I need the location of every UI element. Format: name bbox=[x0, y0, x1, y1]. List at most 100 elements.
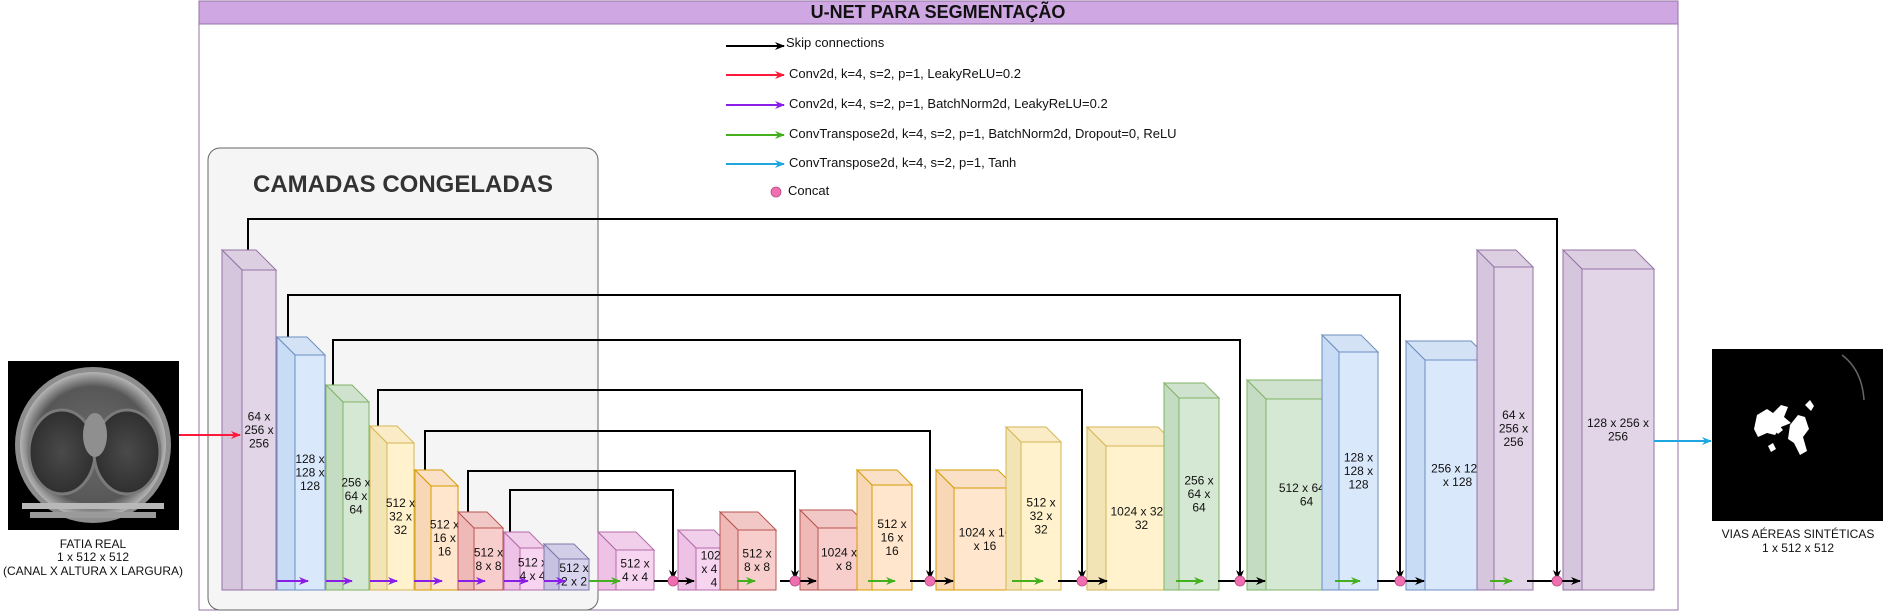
block-label: 64 x bbox=[248, 410, 271, 424]
input-ct-image bbox=[8, 361, 179, 530]
block-front-face bbox=[737, 529, 777, 591]
legend-label: Conv2d, k=4, s=2, p=1, BatchNorm2d, Leak… bbox=[789, 96, 1108, 111]
decoder-block: 512 x4 x 4 bbox=[596, 530, 656, 591]
skip-connection bbox=[509, 489, 677, 580]
block-label: 64 x bbox=[345, 489, 368, 503]
block-label: 512 x bbox=[518, 555, 547, 569]
output-segmentation-image bbox=[1712, 349, 1883, 521]
block-label: 128 x bbox=[295, 452, 324, 466]
block-label: 64 bbox=[349, 503, 363, 517]
block-label: 512 x bbox=[430, 518, 459, 532]
skip-connection bbox=[377, 389, 1086, 580]
block-label: 256 x bbox=[341, 476, 370, 490]
block-label: 512 x bbox=[877, 517, 906, 531]
encoder-block: 256 x64 x64 bbox=[324, 383, 371, 591]
block-label: 64 x bbox=[1188, 487, 1211, 501]
encoder-block: 512 x32 x32 bbox=[368, 424, 416, 591]
block-label: 2 x 2 bbox=[561, 574, 587, 588]
block-label: 256 bbox=[249, 437, 269, 451]
legend-item-conv-bn-leaky: Conv2d, k=4, s=2, p=1, BatchNorm2d, Leak… bbox=[726, 96, 1108, 111]
output-caption-line: VIAS AÉREAS SINTÉTICAS bbox=[1722, 526, 1875, 541]
decoder-block: 512 x16 x16 bbox=[855, 468, 914, 591]
input-caption-line: FATIA REAL bbox=[60, 537, 127, 551]
block-label: 256 x bbox=[244, 423, 273, 437]
block-label: 256 bbox=[1608, 429, 1628, 443]
block-front-face bbox=[615, 549, 655, 591]
block-label: 8 x 8 bbox=[744, 560, 770, 574]
legend-label: Skip connections bbox=[786, 35, 885, 50]
block-label: 128 bbox=[1348, 478, 1368, 492]
block-side-face bbox=[1086, 425, 1107, 591]
block-label: 512 x 64 x bbox=[1279, 481, 1334, 495]
diagram-title: U-NET PARA SEGMENTAÇÃO bbox=[811, 1, 1066, 22]
block-label: 32 bbox=[1034, 523, 1048, 537]
concat-dot-icon bbox=[789, 575, 801, 587]
block-side-face bbox=[856, 468, 873, 591]
decoder-block: 512 x32 x32 bbox=[1004, 425, 1063, 591]
output-caption-line: 1 x 512 x 512 bbox=[1762, 541, 1834, 555]
block-front-face bbox=[1493, 266, 1534, 591]
legend-label: Conv2d, k=4, s=2, p=1, LeakyReLU=0.2 bbox=[789, 66, 1021, 81]
block-front-face bbox=[386, 442, 415, 591]
block-label: 32 bbox=[1135, 518, 1149, 532]
block-side-face bbox=[414, 468, 432, 591]
block-label: 4 bbox=[711, 576, 718, 590]
block-label: 1024 x 8 bbox=[821, 545, 867, 559]
legend-label: ConvTranspose2d, k=4, s=2, p=1, Tanh bbox=[789, 155, 1016, 170]
block-side-face bbox=[221, 248, 243, 591]
block-front-face bbox=[1178, 397, 1220, 591]
concat-dot-icon bbox=[1234, 575, 1246, 587]
legend: Skip connections Conv2d, k=4, s=2, p=1, … bbox=[726, 35, 1177, 198]
encoder-block: 512 x8 x 8 bbox=[456, 510, 505, 591]
block-front-face bbox=[342, 401, 370, 591]
block-label: 64 bbox=[1300, 494, 1314, 508]
concat-dot-icon bbox=[1394, 575, 1406, 587]
decoder-block: 512 x8 x 8 bbox=[718, 510, 778, 591]
block-label: 512 x bbox=[742, 546, 771, 560]
decoder-block: 256 x64 x64 bbox=[1162, 381, 1221, 591]
block-front-face bbox=[871, 484, 913, 591]
legend-item-skip: Skip connections bbox=[726, 35, 885, 50]
block-label: 512 x bbox=[1026, 496, 1055, 510]
legend-item-concat: Concat bbox=[770, 183, 830, 198]
input-caption-line: 1 x 512 x 512 bbox=[57, 550, 129, 564]
block-side-face bbox=[1246, 378, 1267, 591]
decoder-block: 1024 x 16x 16 bbox=[934, 468, 1018, 591]
block-front-face bbox=[1581, 268, 1655, 591]
encoder-block: 512 x16 x16 bbox=[413, 468, 460, 591]
concat-points bbox=[667, 575, 1563, 587]
legend-item-conv-leaky: Conv2d, k=4, s=2, p=1, LeakyReLU=0.2 bbox=[726, 66, 1021, 81]
block-label: 128 x bbox=[1344, 451, 1373, 465]
block-side-face bbox=[1562, 248, 1583, 591]
block-front-face bbox=[1338, 351, 1379, 591]
block-front-face bbox=[241, 269, 277, 591]
concat-dot-icon bbox=[770, 186, 782, 198]
block-side-face bbox=[1163, 381, 1180, 591]
block-label: 512 x bbox=[386, 496, 415, 510]
block-label: 4 x 4 bbox=[622, 570, 648, 584]
block-label: 1024 x 16 bbox=[959, 525, 1012, 539]
block-label: 256 x bbox=[1184, 474, 1213, 488]
block-label: x 8 bbox=[836, 559, 852, 573]
block-label: 256 x bbox=[1499, 422, 1528, 436]
block-label: 8 x 8 bbox=[475, 559, 501, 573]
block-label: 16 bbox=[438, 545, 452, 559]
block-label: 32 x bbox=[389, 510, 412, 524]
block-side-face bbox=[1005, 425, 1022, 591]
block-side-face bbox=[1405, 339, 1426, 591]
block-side-face bbox=[369, 424, 388, 591]
block-label: 16 x bbox=[881, 531, 904, 545]
skip-connection bbox=[247, 218, 1561, 580]
block-label: x 128 bbox=[1443, 475, 1473, 489]
legend-item-convt-relu: ConvTranspose2d, k=4, s=2, p=1, BatchNor… bbox=[726, 126, 1177, 141]
legend-label: Concat bbox=[788, 183, 830, 198]
concat-dot-icon bbox=[667, 575, 679, 587]
block-label: 32 x bbox=[1030, 509, 1053, 523]
block-label: 128 x 256 x bbox=[1587, 416, 1649, 430]
